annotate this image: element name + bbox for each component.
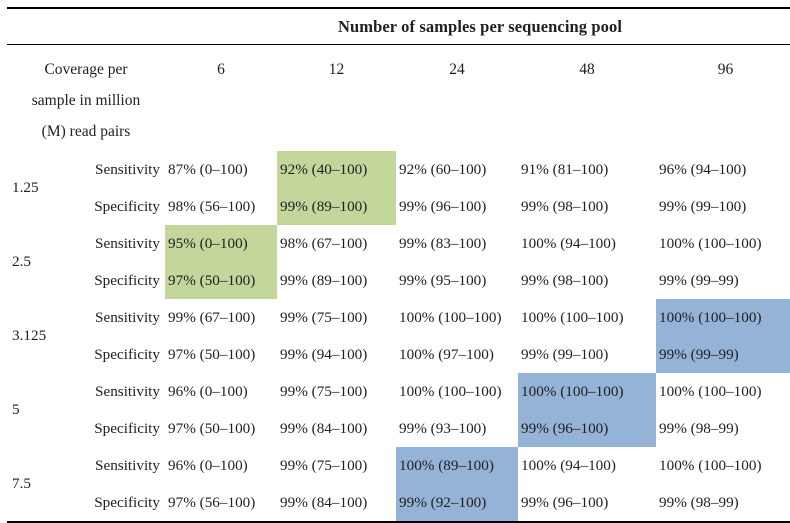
value-7.5-specificity-pool12: 99% (84–100) xyxy=(280,493,368,511)
column-header-pool-6: 6 xyxy=(217,61,225,78)
value-5-specificity-pool24: 99% (93–100) xyxy=(399,419,487,437)
column-header-row: Coverage per sample in million (M) read … xyxy=(7,45,790,152)
value-5-sensitivity-pool96: 100% (100–100) xyxy=(659,382,762,400)
value-2.5-specificity-pool6: 97% (50–100) xyxy=(165,262,277,299)
table-row-5-specificity: Specificity 97% (50–100) 99% (84–100) 99% (… xyxy=(7,410,790,447)
table-body: 1.25 Sensitivity 87% (0–100) 92% (40–100) 92… xyxy=(7,151,790,522)
table-row-5-sensitivity: 5 Sensitivity 96% (0–100) 99% (75–100) 100% … xyxy=(7,373,790,418)
coverage-label-2.5: 2.5 xyxy=(12,253,31,270)
value-5-sensitivity-pool6: 96% (0–100) xyxy=(168,382,248,400)
coverage-label-1.25: 1.25 xyxy=(12,179,39,196)
value-7.5-sensitivity-pool6: 96% (0–100) xyxy=(168,456,248,474)
table-row-2.5-specificity: Specificity 97% (50–100) 99% (89–100) 99% (… xyxy=(7,262,790,299)
value-3.125-sensitivity-pool12: 99% (75–100) xyxy=(280,308,368,326)
metric-label-sensitivity: Sensitivity xyxy=(95,234,160,252)
value-1.25-sensitivity-pool6: 87% (0–100) xyxy=(168,160,248,178)
row-header-line-1: Coverage per xyxy=(44,61,128,78)
metric-label-sensitivity: Sensitivity xyxy=(95,308,160,326)
value-2.5-specificity-pool48: 99% (98–100) xyxy=(521,271,609,289)
value-2.5-specificity-pool96: 99% (99–99) xyxy=(659,271,739,289)
title-spacer xyxy=(7,8,165,45)
value-2.5-specificity-pool12: 99% (89–100) xyxy=(280,271,368,289)
table-title-row: Number of samples per sequencing pool xyxy=(7,8,790,45)
value-5-sensitivity-pool24: 100% (100–100) xyxy=(399,382,502,400)
value-3.125-specificity-pool6: 97% (50–100) xyxy=(168,345,256,363)
table-row-1.25-specificity: Specificity 98% (56–100) 99% (89–100) 99% (… xyxy=(7,188,790,225)
value-3.125-specificity-pool24: 100% (97–100) xyxy=(399,345,494,363)
row-header-label: Coverage per sample in million (M) read … xyxy=(7,45,165,152)
value-1.25-specificity-pool24: 99% (96–100) xyxy=(399,197,487,215)
coverage-label-3.125: 3.125 xyxy=(12,327,47,344)
column-header-pool-96: 96 xyxy=(717,61,734,78)
value-5-specificity-pool48: 99% (96–100) xyxy=(518,410,656,447)
value-1.25-sensitivity-pool24: 92% (60–100) xyxy=(399,160,487,178)
coverage-label-7.5: 7.5 xyxy=(12,475,31,492)
value-3.125-specificity-pool96: 99% (99–99) xyxy=(656,336,790,373)
value-2.5-sensitivity-pool24: 99% (83–100) xyxy=(399,234,487,252)
value-1.25-specificity-pool6: 98% (56–100) xyxy=(168,197,256,215)
coverage-label-5: 5 xyxy=(12,401,20,418)
column-header-pool-24: 24 xyxy=(449,61,465,78)
table-row-7.5-specificity: Specificity 97% (56–100) 99% (84–100) 99% (… xyxy=(7,484,790,522)
column-header-pool-48: 48 xyxy=(579,61,595,78)
value-7.5-specificity-pool96: 99% (98–99) xyxy=(659,493,739,511)
metric-label-sensitivity: Sensitivity xyxy=(95,382,160,400)
value-2.5-specificity-pool24: 99% (95–100) xyxy=(399,271,487,289)
value-5-specificity-pool12: 99% (84–100) xyxy=(280,419,368,437)
value-5-sensitivity-pool48: 100% (100–100) xyxy=(518,373,656,410)
results-table: Number of samples per sequencing pool Co… xyxy=(7,7,790,523)
metric-label-sensitivity: Sensitivity xyxy=(95,456,160,474)
metric-label-specificity: Specificity xyxy=(94,419,160,437)
value-3.125-sensitivity-pool96: 100% (100–100) xyxy=(656,299,790,336)
value-5-sensitivity-pool12: 99% (75–100) xyxy=(280,382,368,400)
value-1.25-sensitivity-pool96: 96% (94–100) xyxy=(659,160,747,178)
value-3.125-sensitivity-pool6: 99% (67–100) xyxy=(168,308,256,326)
metric-label-specificity: Specificity xyxy=(94,197,160,215)
value-3.125-specificity-pool48: 99% (99–100) xyxy=(521,345,609,363)
row-header-line-3: (M) read pairs xyxy=(41,123,131,140)
column-header-pool-12: 12 xyxy=(328,61,345,78)
value-1.25-sensitivity-pool48: 91% (81–100) xyxy=(521,160,609,178)
table-row-3.125-specificity: Specificity 97% (50–100) 99% (94–100) 100% … xyxy=(7,336,790,373)
metric-label-specificity: Specificity xyxy=(94,345,160,363)
row-header-line-2: sample in million xyxy=(31,92,141,109)
value-3.125-sensitivity-pool48: 100% (100–100) xyxy=(521,308,624,326)
table-title: Number of samples per sequencing pool xyxy=(165,8,790,45)
value-1.25-specificity-pool48: 99% (98–100) xyxy=(521,197,609,215)
value-1.25-sensitivity-pool12: 92% (40–100) xyxy=(277,151,396,188)
value-7.5-sensitivity-pool12: 99% (75–100) xyxy=(280,456,368,474)
metric-label-sensitivity: Sensitivity xyxy=(95,160,160,178)
value-7.5-specificity-pool24: 99% (92–100) xyxy=(396,484,518,522)
value-7.5-sensitivity-pool48: 100% (94–100) xyxy=(521,456,616,474)
value-2.5-sensitivity-pool48: 100% (94–100) xyxy=(521,234,616,252)
value-2.5-sensitivity-pool6: 95% (0–100) xyxy=(165,225,277,262)
value-7.5-specificity-pool48: 99% (96–100) xyxy=(521,493,609,511)
value-5-specificity-pool96: 99% (98–99) xyxy=(659,419,739,437)
value-7.5-sensitivity-pool24: 100% (89–100) xyxy=(396,447,518,484)
table-row-1.25-sensitivity: 1.25 Sensitivity 87% (0–100) 92% (40–100) 92… xyxy=(7,151,790,196)
table-row-2.5-sensitivity: 2.5 Sensitivity 95% (0–100) 98% (67–100) 99%… xyxy=(7,225,790,270)
value-3.125-specificity-pool12: 99% (94–100) xyxy=(280,345,368,363)
value-7.5-specificity-pool6: 97% (56–100) xyxy=(168,493,256,511)
metric-label-specificity: Specificity xyxy=(94,271,160,289)
value-3.125-sensitivity-pool24: 100% (100–100) xyxy=(399,308,502,326)
value-2.5-sensitivity-pool96: 100% (100–100) xyxy=(659,234,762,252)
table-row-7.5-sensitivity: 7.5 Sensitivity 96% (0–100) 99% (75–100) 100… xyxy=(7,447,790,492)
value-1.25-specificity-pool12: 99% (89–100) xyxy=(277,188,396,225)
value-1.25-specificity-pool96: 99% (99–100) xyxy=(659,197,747,215)
metric-label-specificity: Specificity xyxy=(94,493,160,511)
value-2.5-sensitivity-pool12: 98% (67–100) xyxy=(280,234,368,252)
value-7.5-sensitivity-pool96: 100% (100–100) xyxy=(659,456,762,474)
table-row-3.125-sensitivity: 3.125 Sensitivity 99% (67–100) 99% (75–100)… xyxy=(7,299,790,344)
value-5-specificity-pool6: 97% (50–100) xyxy=(168,419,256,437)
